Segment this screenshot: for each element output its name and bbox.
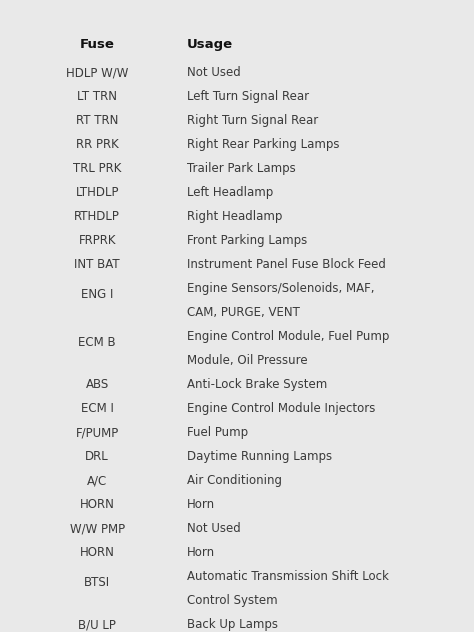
Text: B/U LP: B/U LP xyxy=(78,618,116,631)
Text: Horn: Horn xyxy=(187,498,215,511)
Text: Left Headlamp: Left Headlamp xyxy=(187,186,273,199)
Text: Control System: Control System xyxy=(187,594,278,607)
Text: Right Headlamp: Right Headlamp xyxy=(187,210,283,223)
Text: RT TRN: RT TRN xyxy=(76,114,118,127)
Text: ECM I: ECM I xyxy=(81,402,114,415)
Text: Engine Sensors/Solenoids, MAF,: Engine Sensors/Solenoids, MAF, xyxy=(187,282,375,295)
Text: LT TRN: LT TRN xyxy=(77,90,117,103)
Text: DRL: DRL xyxy=(85,450,109,463)
Text: INT BAT: INT BAT xyxy=(74,258,120,271)
Text: LTHDLP: LTHDLP xyxy=(75,186,119,199)
Text: Back Up Lamps: Back Up Lamps xyxy=(187,618,278,631)
Text: Automatic Transmission Shift Lock: Automatic Transmission Shift Lock xyxy=(187,570,389,583)
Text: Fuse: Fuse xyxy=(80,38,115,51)
Text: F/PUMP: F/PUMP xyxy=(75,426,119,439)
Text: RTHDLP: RTHDLP xyxy=(74,210,120,223)
Text: Daytime Running Lamps: Daytime Running Lamps xyxy=(187,450,332,463)
Text: Not Used: Not Used xyxy=(187,522,241,535)
Text: Left Turn Signal Rear: Left Turn Signal Rear xyxy=(187,90,310,103)
Text: Horn: Horn xyxy=(187,546,215,559)
Text: W/W PMP: W/W PMP xyxy=(70,522,125,535)
Text: Instrument Panel Fuse Block Feed: Instrument Panel Fuse Block Feed xyxy=(187,258,386,271)
Text: Engine Control Module, Fuel Pump: Engine Control Module, Fuel Pump xyxy=(187,330,390,343)
Text: Engine Control Module Injectors: Engine Control Module Injectors xyxy=(187,402,375,415)
Text: ENG I: ENG I xyxy=(81,288,113,300)
Text: Trailer Park Lamps: Trailer Park Lamps xyxy=(187,162,296,175)
Text: Not Used: Not Used xyxy=(187,66,241,79)
Text: FRPRK: FRPRK xyxy=(78,234,116,247)
Text: Front Parking Lamps: Front Parking Lamps xyxy=(187,234,308,247)
Text: Right Rear Parking Lamps: Right Rear Parking Lamps xyxy=(187,138,340,151)
Text: RR PRK: RR PRK xyxy=(76,138,118,151)
Text: CAM, PURGE, VENT: CAM, PURGE, VENT xyxy=(187,306,300,319)
Text: Usage: Usage xyxy=(187,38,233,51)
Text: Air Conditioning: Air Conditioning xyxy=(187,474,282,487)
Text: A/C: A/C xyxy=(87,474,107,487)
Text: BTSI: BTSI xyxy=(84,576,110,588)
Text: Right Turn Signal Rear: Right Turn Signal Rear xyxy=(187,114,319,127)
Text: ABS: ABS xyxy=(85,378,109,391)
Text: TRL PRK: TRL PRK xyxy=(73,162,121,175)
Text: ECM B: ECM B xyxy=(78,336,116,348)
Text: HORN: HORN xyxy=(80,546,115,559)
Text: HORN: HORN xyxy=(80,498,115,511)
Text: HDLP W/W: HDLP W/W xyxy=(66,66,128,79)
Text: Module, Oil Pressure: Module, Oil Pressure xyxy=(187,354,308,367)
Text: Anti-Lock Brake System: Anti-Lock Brake System xyxy=(187,378,328,391)
Text: Fuel Pump: Fuel Pump xyxy=(187,426,248,439)
